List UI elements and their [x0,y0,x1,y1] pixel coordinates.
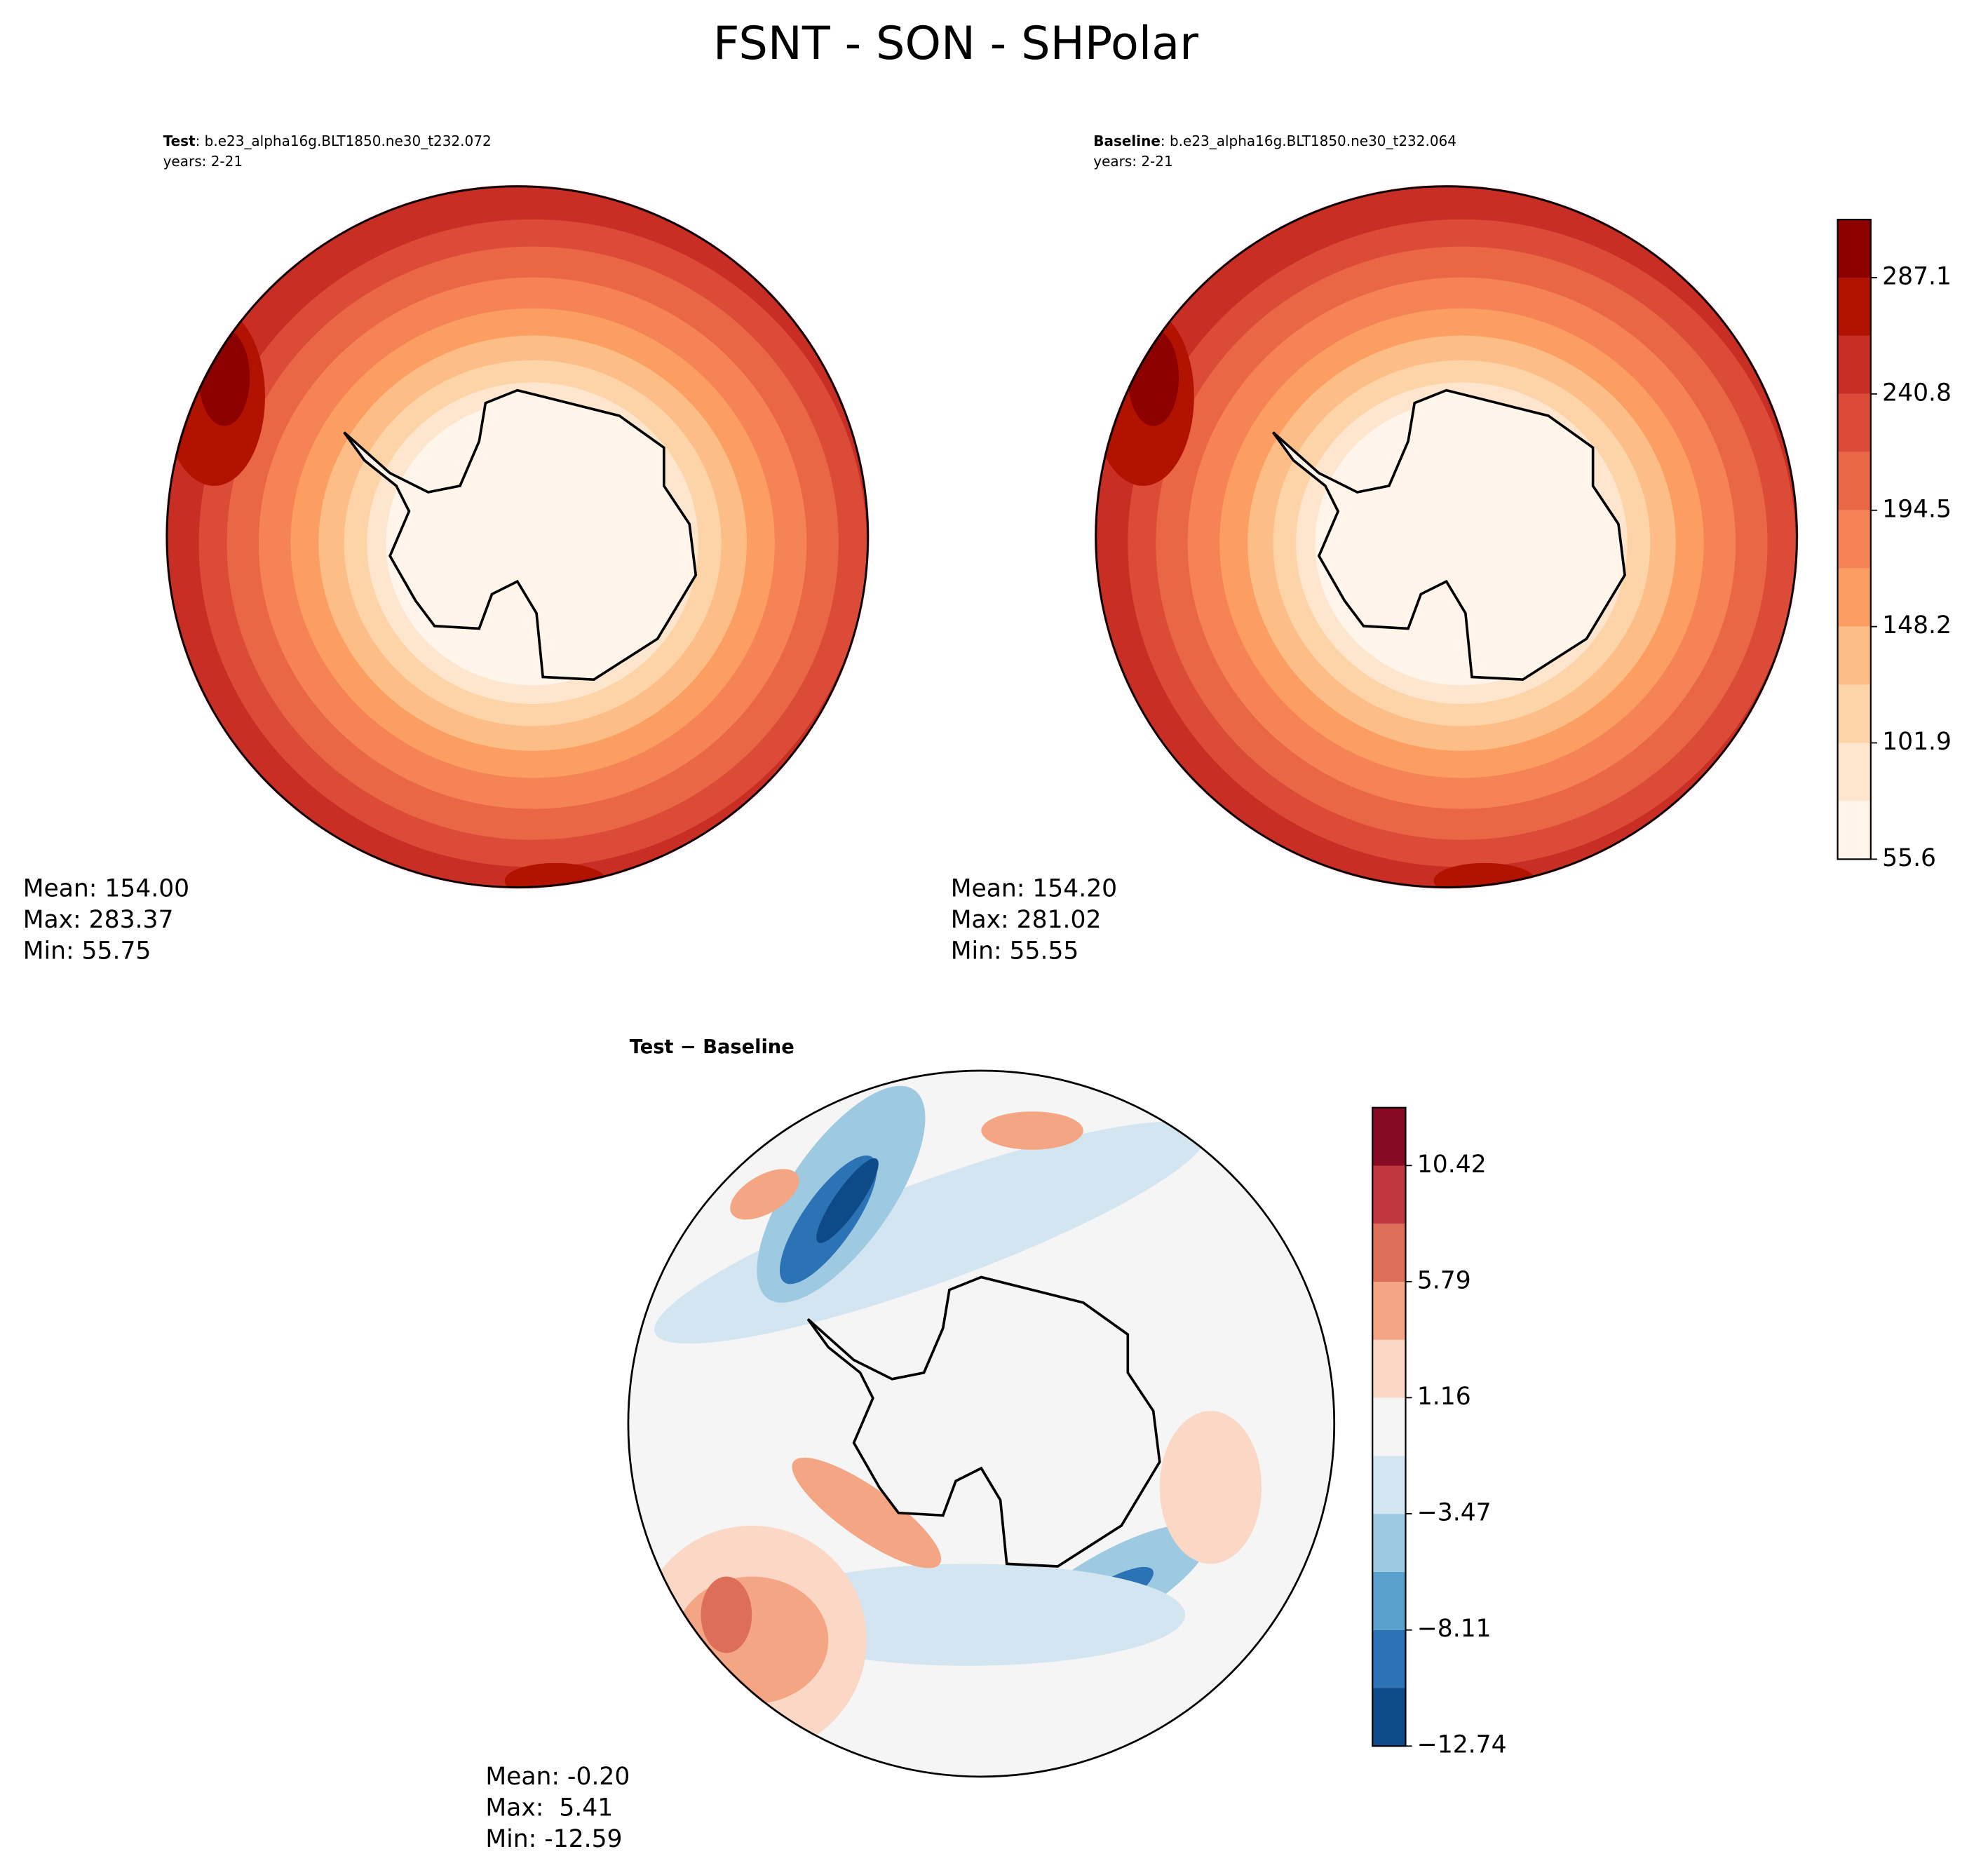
colorbar-tick-label: 194.5 [1882,495,1952,523]
contour-band [730,1169,799,1220]
colorbar-tick-label: 287.1 [1882,263,1952,291]
colorbar-level [1372,1282,1406,1340]
colorbar-level [1372,1688,1406,1747]
stat-line: Mean: -0.20 [485,1763,630,1791]
figure-title: FSNT - SON - SHPolar [713,17,1198,70]
colorbar-level [1372,1397,1406,1456]
colorbar-tick-label: −12.74 [1417,1731,1507,1759]
panel-name: Baseline [1093,133,1161,149]
colorbar-level [1372,1107,1406,1166]
colorbar-tick-label: 10.42 [1417,1151,1487,1179]
diff-label: Test − Baseline [630,1036,794,1058]
colorbar-level [1837,335,1871,394]
panel-years: years: 2-21 [163,153,243,170]
colorbar-level [1372,1456,1406,1515]
colorbar-level [1372,1514,1406,1572]
colorbar-tick-label: 55.6 [1882,844,1936,872]
stat-line: Max: 5.41 [485,1794,613,1822]
colorbar-frame [1837,218,1872,860]
stat-line: Min: 55.75 [23,937,151,966]
colorbar-level [1372,1630,1406,1688]
map [627,1069,1336,1778]
colorbar-tick-label: −3.47 [1417,1498,1492,1526]
colorbar-tick-label: −8.11 [1417,1615,1492,1643]
colorbar-tick-label: 5.79 [1417,1266,1471,1294]
map-border [1095,185,1798,888]
stat-line: Min: -12.59 [485,1825,622,1853]
stat-line: Min: 55.55 [951,937,1079,966]
contour-band [792,1457,942,1569]
map-border [627,1069,1336,1778]
contour-band [1433,862,1536,889]
panel-label: Baseline: b.e23_alpha16g.BLT1850.ne30_t2… [1093,133,1456,149]
panel-name: Test [163,133,196,149]
stat-line: Max: 281.02 [951,906,1102,934]
colorbar-level [1837,219,1871,278]
colorbar-level [1372,1224,1406,1282]
panel-label: Test: b.e23_alpha16g.BLT1850.ne30_t232.0… [163,133,492,149]
colorbar-tick-label: 148.2 [1882,611,1952,639]
colorbar-tick-label: 1.16 [1417,1383,1471,1411]
contour-band [981,1111,1083,1150]
colorbar-level [1837,393,1871,452]
stat-line: Max: 283.37 [23,906,174,934]
stat-line: Mean: 154.20 [951,874,1117,902]
stat-line: Mean: 154.00 [23,874,189,902]
colorbar-level [1837,568,1871,627]
colorbar-level [1372,1571,1406,1630]
colorbar-level [1837,801,1871,860]
colorbar-level [1837,278,1871,336]
colorbar-frame [1372,1106,1407,1747]
contour-band [701,1576,752,1653]
contour-band [504,862,607,889]
colorbar-level [1372,1339,1406,1398]
contour-band [1159,1411,1262,1564]
contour-band [816,1158,879,1243]
colorbar-level [1837,684,1871,743]
map [165,185,870,889]
colorbar-level [1837,626,1871,685]
panel-case: : b.e23_alpha16g.BLT1850.ne30_t232.072 [196,133,492,149]
colorbar-level [1372,1165,1406,1224]
colorbar-level [1837,452,1871,510]
colorbar-level [1837,743,1871,801]
colorbar-level [1837,510,1871,569]
colorbar-tick-label: 240.8 [1882,379,1952,407]
map-border [165,185,869,888]
contour-band [675,1576,829,1705]
colorbar-tick-label: 101.9 [1882,728,1952,756]
map [1095,185,1799,889]
panel-years: years: 2-21 [1093,153,1172,170]
panel-case: : b.e23_alpha16g.BLT1850.ne30_t232.064 [1161,133,1456,149]
